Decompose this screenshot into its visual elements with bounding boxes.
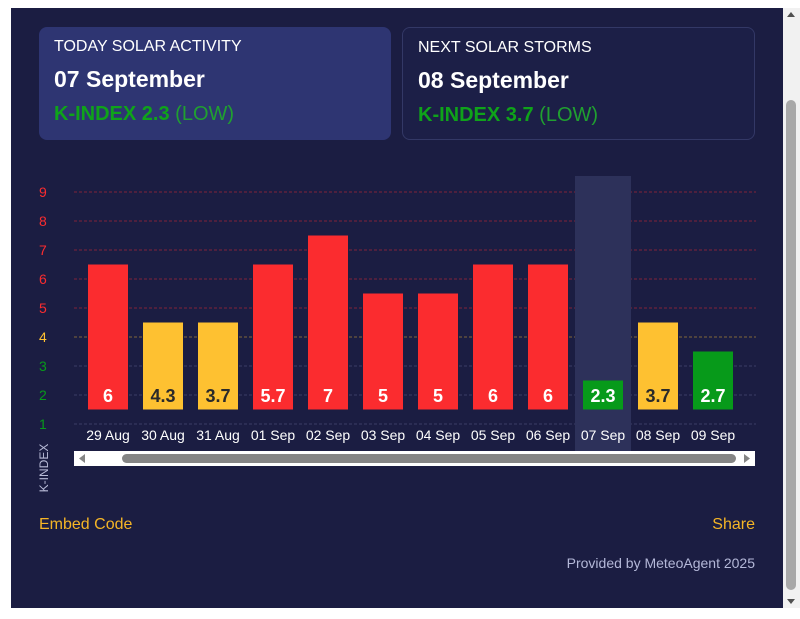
selected-day-highlight [575, 176, 631, 451]
bar-value-label: 3.7 [645, 386, 670, 406]
bar-value-label: 2.3 [590, 386, 615, 406]
scroll-down-arrow[interactable] [787, 599, 795, 604]
bar-value-label: 3.7 [205, 386, 230, 406]
next-kindex: K-INDEX 3.7 (LOW) [418, 104, 739, 127]
bar-value-label: 6 [103, 386, 113, 406]
bar-value-label: 2.7 [700, 386, 725, 406]
y-tick-label: 1 [39, 416, 47, 432]
bar-value-label: 5 [433, 386, 443, 406]
next-card-date: 08 September [418, 67, 569, 93]
y-tick-label: 7 [39, 242, 47, 258]
bar-30-aug[interactable] [143, 322, 183, 410]
page-scrollbar-thumb[interactable] [786, 100, 796, 590]
x-tick-label: 02 Sep [306, 427, 351, 443]
bar-value-label: 6 [543, 386, 553, 406]
x-tick-label: 05 Sep [471, 427, 516, 443]
share-link[interactable]: Share [712, 516, 755, 533]
x-tick-label: 03 Sep [361, 427, 406, 443]
x-tick-label: 07 Sep [581, 427, 626, 443]
today-activity-card: TODAY SOLAR ACTIVITY 07 September K-INDE… [39, 27, 391, 140]
embed-code-link[interactable]: Embed Code [39, 516, 133, 533]
bar-value-label: 6 [488, 386, 498, 406]
bar-08-sep[interactable] [638, 322, 678, 410]
y-axis-label: K-INDEX [37, 444, 51, 493]
horizontal-scrollbar[interactable] [74, 451, 755, 466]
today-kindex: K-INDEX 2.3 (LOW) [54, 103, 376, 126]
bar-29-aug[interactable] [88, 264, 128, 410]
bar-31-aug[interactable] [198, 322, 238, 410]
x-tick-label: 06 Sep [526, 427, 571, 443]
grid-lines [74, 191, 756, 425]
y-tick-label: 5 [39, 300, 47, 316]
y-tick-label: 3 [39, 358, 47, 374]
provider-credit: Provided by MeteoAgent 2025 [566, 555, 755, 571]
bar-09-sep[interactable] [693, 351, 733, 410]
y-axis: 1 2 3 4 5 6 7 8 9 [39, 184, 47, 432]
y-tick-label: 4 [39, 329, 47, 345]
y-tick-label: 8 [39, 213, 47, 229]
page-scrollbar[interactable] [783, 8, 800, 608]
scrollbar-thumb[interactable] [122, 454, 736, 463]
bar-01-sep[interactable] [253, 264, 293, 410]
scroll-right-arrow[interactable] [744, 454, 750, 463]
today-kindex-level: (LOW) [175, 103, 235, 125]
bar-07-sep[interactable] [583, 380, 623, 410]
x-tick-label: 29 Aug [86, 427, 130, 443]
y-tick-label: 9 [39, 184, 47, 200]
y-tick-label: 6 [39, 271, 47, 287]
today-card-date: 07 September [54, 66, 205, 92]
bar-06-sep[interactable] [528, 264, 568, 410]
x-tick-label: 30 Aug [141, 427, 185, 443]
x-tick-label: 31 Aug [196, 427, 240, 443]
bar-04-sep[interactable] [418, 293, 458, 410]
next-storms-card: NEXT SOLAR STORMS 08 September K-INDEX 3… [402, 27, 755, 140]
solar-activity-widget: TODAY SOLAR ACTIVITY 07 September K-INDE… [11, 8, 783, 608]
today-card-label: TODAY SOLAR ACTIVITY [54, 38, 242, 55]
next-kindex-level: (LOW) [539, 104, 599, 126]
bar-value-label: 5 [378, 386, 388, 406]
bar-value-label: 4.3 [150, 386, 175, 406]
bar-03-sep[interactable] [363, 293, 403, 410]
y-tick-label: 2 [39, 387, 47, 403]
bar-value-label: 5.7 [260, 386, 285, 406]
x-tick-label: 09 Sep [691, 427, 736, 443]
x-tick-label: 01 Sep [251, 427, 296, 443]
scroll-left-arrow[interactable] [79, 454, 85, 463]
next-card-label: NEXT SOLAR STORMS [418, 39, 592, 56]
next-kindex-value: K-INDEX 3.7 [418, 104, 534, 126]
bar-05-sep[interactable] [473, 264, 513, 410]
x-tick-label: 28 Aug [31, 427, 75, 443]
today-kindex-value: K-INDEX 2.3 [54, 103, 170, 125]
bar-02-sep[interactable] [308, 235, 348, 410]
x-tick-label: 08 Sep [636, 427, 681, 443]
scroll-up-arrow[interactable] [787, 12, 795, 17]
x-tick-label: 04 Sep [416, 427, 461, 443]
bar-value-label: 7 [323, 386, 333, 406]
